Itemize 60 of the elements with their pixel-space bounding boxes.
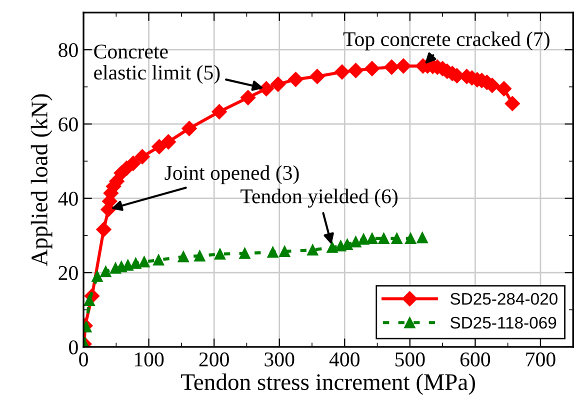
annotation: Top concrete cracked (7) [343, 32, 550, 50]
x-tick-label: 300 [264, 352, 294, 366]
point [153, 254, 164, 266]
point [307, 244, 318, 256]
point [504, 96, 520, 112]
annotation: Concrete elastic limit (5) [94, 44, 220, 84]
point [358, 234, 370, 245]
x-tick-label: 700 [526, 352, 556, 366]
point [160, 134, 176, 150]
point [178, 251, 189, 262]
point [130, 258, 142, 269]
point [416, 232, 428, 244]
point [138, 256, 150, 268]
y-tick-label: 20 [58, 266, 78, 280]
x-tick-label: 0 [79, 352, 88, 366]
point [100, 266, 112, 278]
point [288, 72, 304, 87]
point [364, 61, 380, 76]
x-tick-label: 100 [135, 352, 164, 366]
point [405, 232, 416, 244]
x-axis-title: Tendon stress increment (MPa) [181, 373, 475, 395]
point [310, 68, 325, 84]
point [214, 248, 226, 260]
point [391, 232, 402, 244]
point [378, 232, 390, 244]
point [258, 81, 274, 96]
point [240, 90, 256, 106]
x-tick-label: 500 [396, 352, 425, 366]
x-tick-label: 200 [199, 352, 229, 366]
point [96, 222, 112, 238]
point [212, 104, 227, 120]
point [348, 62, 364, 78]
point [194, 250, 206, 262]
point [92, 270, 103, 282]
point [366, 232, 378, 244]
point [350, 236, 362, 248]
point [267, 246, 278, 258]
point [270, 76, 286, 92]
x-tick-label: 600 [460, 352, 490, 366]
point [152, 139, 167, 154]
point [239, 248, 250, 259]
point [182, 120, 197, 136]
point [384, 60, 400, 75]
y-tick-label: 40 [58, 192, 78, 206]
legend-label: SD25-118-069 [450, 316, 556, 329]
point [334, 64, 350, 80]
y-axis-title: Applied load (kN) [30, 94, 52, 266]
y-tick-label: 80 [58, 43, 78, 58]
annotation: Joint opened (3) [164, 165, 299, 184]
point [134, 149, 150, 164]
point [496, 81, 512, 96]
point [279, 246, 290, 258]
y-tick-label: 0 [69, 340, 78, 354]
y-tick-label: 60 [58, 117, 78, 132]
point [396, 58, 411, 74]
point [326, 242, 338, 253]
annotation: Tendon yielded (6) [240, 188, 398, 208]
x-tick-label: 400 [329, 352, 360, 366]
legend-label: SD25-284-020 [450, 292, 558, 305]
point [126, 156, 141, 171]
